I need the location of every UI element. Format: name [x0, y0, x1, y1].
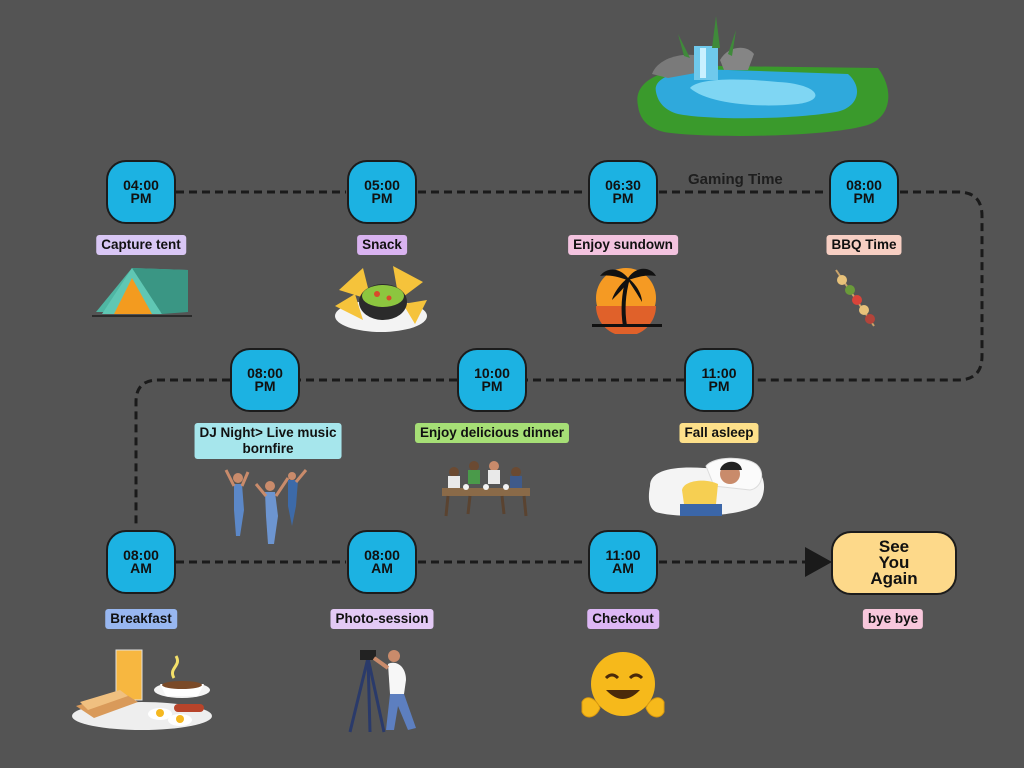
stop-label-line: Checkout [592, 611, 654, 626]
smiley-icon [581, 652, 665, 718]
tent-icon [92, 268, 192, 317]
time-value: 10:00 [474, 365, 510, 381]
stop-label-s1: Capture tent [96, 235, 186, 255]
time-period: PM [130, 190, 152, 206]
stop-label-line: BBQ Time [831, 237, 897, 252]
sleeping-person-icon [648, 457, 765, 516]
stop-label-line: Breakfast [110, 611, 172, 626]
time-period: PM [612, 190, 634, 206]
end-label: bye bye [862, 609, 924, 629]
time-pill-s8: 08:00 AM [106, 530, 176, 594]
time-period: PM [481, 378, 503, 394]
time-period: AM [130, 560, 152, 576]
time-period: PM [254, 378, 276, 394]
time-value: 08:00 [364, 547, 400, 563]
stop-label-line: DJ Night> Live music [199, 425, 337, 440]
nachos-icon [335, 266, 427, 332]
pond-waterfall-icon [637, 16, 889, 136]
stop-label-s10: Checkout [587, 609, 659, 629]
stop-label-line: Enjoy delicious dinner [419, 425, 565, 440]
stop-label-line: Photo-session [335, 611, 429, 626]
sunset-palm-icon [592, 268, 662, 334]
stop-label-s9: Photo-session [330, 609, 434, 629]
time-value: 04:00 [123, 177, 159, 193]
time-value: 08:00 [123, 547, 159, 563]
stop-label-s8: Breakfast [105, 609, 177, 629]
stop-label-s7: Fall asleep [679, 423, 759, 443]
time-period: PM [853, 190, 875, 206]
stop-label-s2: Snack [357, 235, 407, 255]
time-value: 05:00 [364, 177, 400, 193]
end-box: See You Again [831, 531, 957, 595]
time-value: 08:00 [846, 177, 882, 193]
stop-label-line: Fall asleep [684, 425, 754, 440]
time-pill-s1: 04:00 PM [106, 160, 176, 224]
time-pill-s7: 11:00 PM [684, 348, 754, 412]
photographer-icon [348, 650, 416, 733]
time-value: 06:30 [605, 177, 641, 193]
stop-label-line: Enjoy sundown [573, 237, 673, 252]
bbq-skewer-icon [835, 269, 875, 327]
stop-label-s3: Enjoy sundown [568, 235, 678, 255]
time-period: AM [612, 560, 634, 576]
time-pill-s3: 06:30 PM [588, 160, 658, 224]
stop-label-s6: Enjoy delicious dinner [414, 423, 570, 443]
dinner-table-icon [442, 461, 530, 517]
stop-label-line: Snack [362, 237, 402, 252]
dancers-icon [224, 469, 308, 544]
end-line: You [878, 553, 910, 572]
stop-label-line: Capture tent [101, 237, 181, 252]
time-pill-s10: 11:00 AM [588, 530, 658, 594]
time-period: AM [371, 560, 393, 576]
time-pill-s5: 08:00 PM [230, 348, 300, 412]
end-label-text: bye bye [867, 611, 919, 626]
stop-label-line: bornfire [242, 441, 294, 456]
end-line: Again [870, 569, 918, 588]
time-pill-s6: 10:00 PM [457, 348, 527, 412]
stop-label-s4: BBQ Time [826, 235, 902, 255]
end-line: See [878, 537, 910, 556]
time-pill-s4: 08:00 PM [829, 160, 899, 224]
flow-caption: Gaming Time [688, 171, 783, 188]
time-value: 08:00 [247, 365, 283, 381]
time-value: 11:00 [701, 365, 737, 381]
stop-label-s5: DJ Night> Live music bornfire [194, 423, 342, 459]
time-pill-s9: 08:00 AM [347, 530, 417, 594]
time-period: PM [708, 378, 730, 394]
time-pill-s2: 05:00 PM [347, 160, 417, 224]
breakfast-icon [72, 649, 212, 730]
time-value: 11:00 [605, 547, 641, 563]
time-period: PM [371, 190, 393, 206]
